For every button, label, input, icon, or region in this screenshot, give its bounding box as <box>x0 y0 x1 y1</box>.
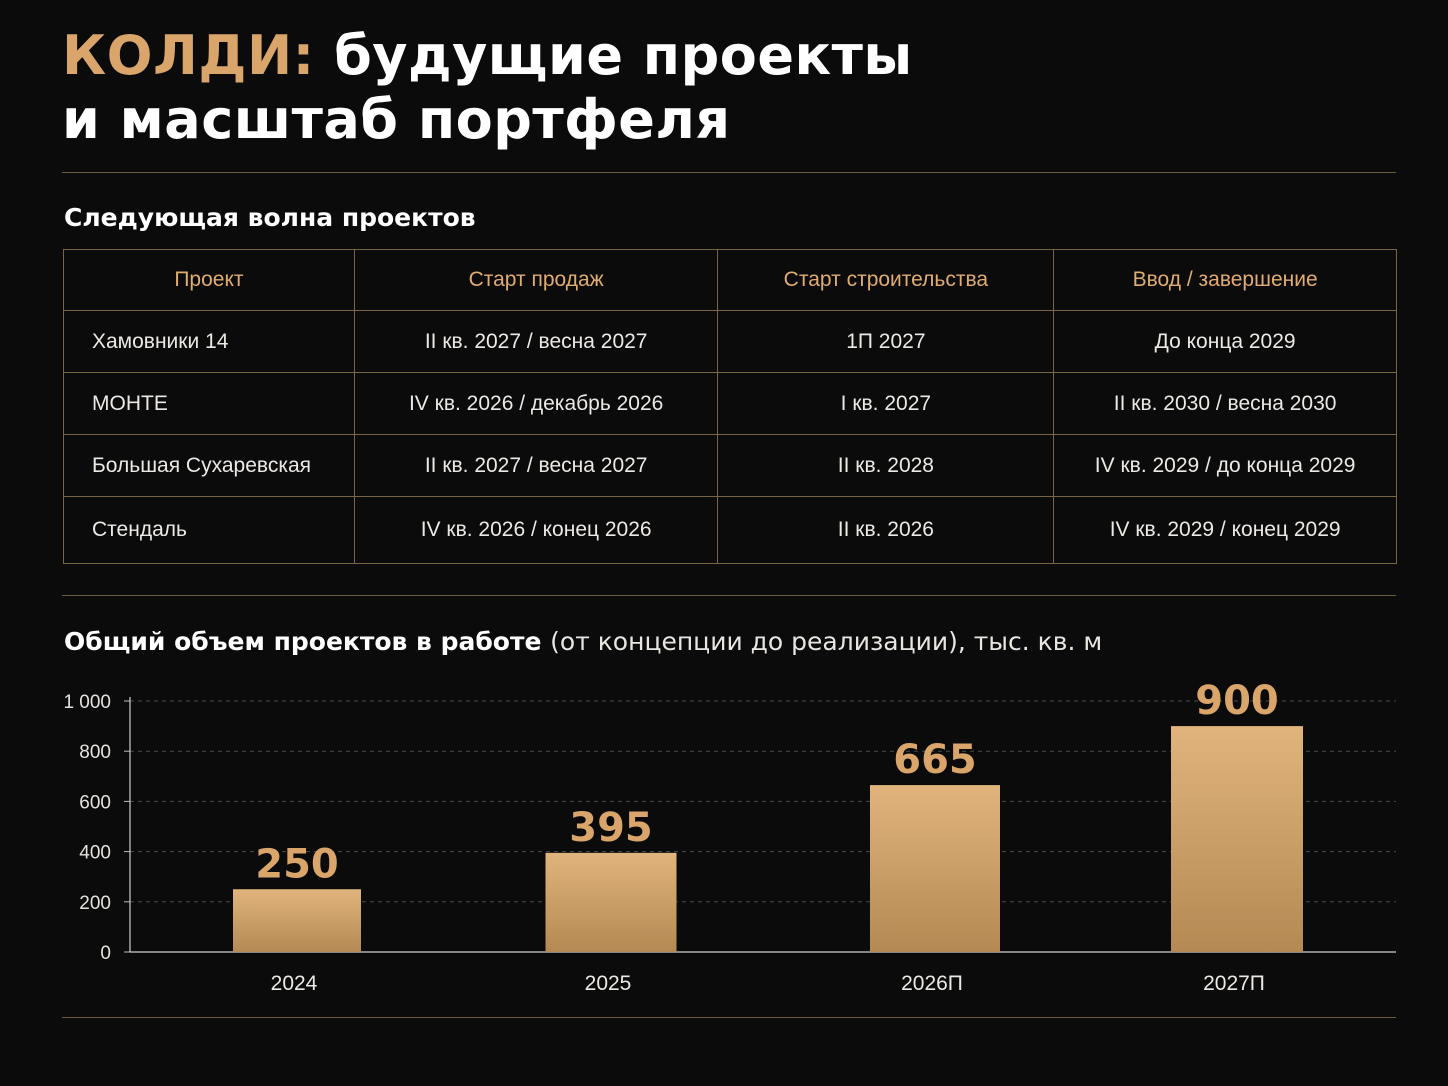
y-tick-label: 1 000 <box>63 692 111 713</box>
sales-start-cell: IV кв. 2026 / декабрь 2026 <box>353 372 719 435</box>
y-tick-label: 600 <box>79 792 111 813</box>
brand-name: КОЛДИ: <box>62 24 315 87</box>
y-tick-label: 200 <box>79 893 111 914</box>
divider-top <box>62 172 1396 173</box>
projects-table: Проект Старт продаж Старт строительства … <box>63 249 1397 564</box>
table-row: Стендаль IV кв. 2026 / конец 2026 II кв.… <box>63 496 1397 564</box>
table-header-row: Проект Старт продаж Старт строительства … <box>63 249 1397 311</box>
table-row: Хамовники 14 II кв. 2027 / весна 2027 1П… <box>63 310 1397 373</box>
construction-start-cell: II кв. 2026 <box>717 496 1055 564</box>
data-label: 395 <box>569 805 653 851</box>
bar-2026П <box>870 785 1000 952</box>
table-row: МОНТЕ IV кв. 2026 / декабрь 2026 I кв. 2… <box>63 372 1397 435</box>
project-name-cell: Стендаль <box>63 496 355 564</box>
y-tick-label: 800 <box>79 742 111 763</box>
column-header-sales-start: Старт продаж <box>353 249 719 311</box>
completion-cell: II кв. 2030 / весна 2030 <box>1053 372 1397 435</box>
chart-bars <box>233 726 1303 952</box>
chart-title-bold: Общий объем проектов в работе <box>64 627 542 656</box>
column-header-completion: Ввод / завершение <box>1053 249 1397 311</box>
x-tick-label: 2025 <box>585 972 632 995</box>
data-label: 900 <box>1195 678 1279 724</box>
y-tick-label: 0 <box>100 943 111 964</box>
chart-title-light: (от концепции до реализации), тыс. кв. м <box>550 627 1103 656</box>
construction-start-cell: I кв. 2027 <box>717 372 1055 435</box>
bar-2027П <box>1171 726 1303 952</box>
chart-section-title: Общий объем проектов в работе (от концеп… <box>64 627 1102 656</box>
y-tick-label: 400 <box>79 843 111 864</box>
completion-cell: До конца 2029 <box>1053 310 1397 373</box>
construction-start-cell: II кв. 2028 <box>717 434 1055 497</box>
column-header-project: Проект <box>63 249 355 311</box>
data-label: 665 <box>893 737 977 783</box>
bar-chart: 0 200 400 600 800 1 000 250 2024 395 2025 665 2026… <box>63 678 1396 995</box>
bar-2024 <box>233 889 361 952</box>
table-row: Большая Сухаревская II кв. 2027 / весна … <box>63 434 1397 497</box>
sales-start-cell: II кв. 2027 / весна 2027 <box>353 434 719 497</box>
data-label: 250 <box>255 841 339 887</box>
sales-start-cell: II кв. 2027 / весна 2027 <box>353 310 719 373</box>
x-tick-label: 2026П <box>901 972 963 995</box>
x-tick-label: 2024 <box>271 972 318 995</box>
sales-start-cell: IV кв. 2026 / конец 2026 <box>353 496 719 564</box>
divider-middle <box>62 595 1396 596</box>
bar-2025 <box>545 852 677 952</box>
projects-section-title: Следующая волна проектов <box>64 203 476 232</box>
column-header-construction-start: Старт строительства <box>717 249 1055 311</box>
chart-axes: 0 200 400 600 800 1 000 <box>63 692 1396 964</box>
project-name-cell: МОНТЕ <box>63 372 355 435</box>
construction-start-cell: 1П 2027 <box>717 310 1055 373</box>
completion-cell: IV кв. 2029 / до конца 2029 <box>1053 434 1397 497</box>
page-title: КОЛДИ: будущие проекты и масштаб портфел… <box>62 24 913 152</box>
chart-labels: 250 2024 395 2025 665 2026П 900 2027П <box>255 678 1279 995</box>
title-line-2: и масштаб портфеля <box>62 88 731 151</box>
project-name-cell: Большая Сухаревская <box>63 434 355 497</box>
completion-cell: IV кв. 2029 / конец 2029 <box>1053 496 1397 564</box>
divider-bottom <box>62 1017 1396 1018</box>
title-line-1: будущие проекты <box>334 24 913 87</box>
project-name-cell: Хамовники 14 <box>63 310 355 373</box>
x-tick-label: 2027П <box>1203 972 1265 995</box>
